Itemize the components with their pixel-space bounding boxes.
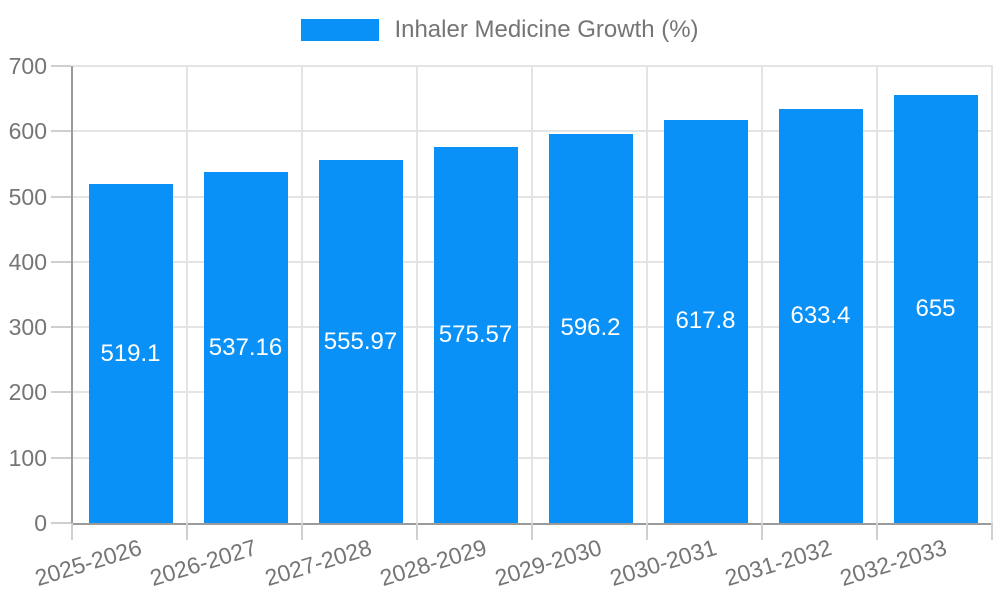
x-axis-label: 2027-2028: [261, 534, 375, 592]
gridline-horizontal: [73, 456, 993, 459]
gridline-vertical: [876, 66, 878, 523]
y-axis-tick: [51, 260, 71, 263]
gridline-vertical: [761, 66, 763, 523]
bar-value-label: 519.1: [100, 339, 161, 367]
gridline-vertical: [416, 66, 418, 523]
bar-value-label: 575.57: [438, 321, 513, 349]
bar-value-label: 555.97: [323, 327, 398, 355]
x-axis-label: 2029-2030: [491, 534, 605, 592]
bar-value-label: 633.4: [790, 302, 851, 330]
y-axis-line: [71, 66, 73, 523]
gridline-horizontal: [73, 326, 993, 329]
bar[interactable]: 575.57: [433, 147, 518, 523]
plot-area: 519.1 537.16 555.97 575.57 596.2 617.8 633.4 65…: [71, 65, 993, 525]
x-axis-label: 2030-2031: [606, 534, 720, 592]
x-axis-tick: [876, 523, 878, 540]
x-axis-tick: [531, 523, 533, 540]
bar[interactable]: 555.97: [318, 160, 403, 523]
y-axis-label: 0: [34, 510, 47, 536]
y-axis-tick: [51, 391, 71, 394]
y-axis-label: 200: [8, 379, 47, 406]
bar[interactable]: 596.2: [548, 133, 633, 523]
x-axis-label: 2032-2033: [836, 534, 950, 592]
gridline-horizontal: [73, 391, 993, 394]
y-axis-tick: [51, 65, 71, 67]
chart-legend[interactable]: Inhaler Medicine Growth (%): [0, 16, 1000, 44]
gridline-vertical: [301, 66, 303, 523]
legend-swatch: [301, 19, 380, 41]
y-axis-label: 700: [8, 53, 47, 79]
x-axis-tick: [186, 523, 188, 540]
y-axis-label: 600: [8, 118, 47, 145]
x-axis-label: 2031-2032: [721, 534, 835, 592]
y-axis-tick: [51, 130, 71, 133]
y-axis-label: 400: [8, 248, 47, 275]
x-axis-label: 2025-2026: [31, 534, 145, 592]
gridline-horizontal: [73, 260, 993, 263]
y-axis-label: 100: [8, 444, 47, 471]
x-axis-label: 2026-2027: [146, 534, 260, 592]
gridline-vertical: [991, 66, 993, 523]
gridline-vertical: [186, 66, 188, 523]
y-axis-tick: [51, 326, 71, 329]
y-axis-tick: [51, 522, 71, 524]
y-axis-tick: [51, 195, 71, 198]
gridline-horizontal: [73, 65, 993, 67]
legend-label: Inhaler Medicine Growth (%): [394, 16, 699, 43]
x-axis-tick: [301, 523, 303, 540]
x-axis-tick: [71, 523, 73, 540]
x-axis-tick: [761, 523, 763, 540]
x-axis-tick: [991, 523, 993, 540]
y-axis-label: 300: [8, 314, 47, 341]
bar-value-label: 596.2: [560, 314, 621, 342]
gridline-vertical: [531, 66, 533, 523]
bar[interactable]: 655: [893, 95, 978, 523]
bar-value-label: 617.8: [675, 307, 736, 335]
x-axis-tick: [416, 523, 418, 540]
bar[interactable]: 617.8: [663, 119, 748, 523]
gridline-vertical: [646, 66, 648, 523]
gridline-horizontal: [73, 195, 993, 198]
bar-value-label: 655: [915, 295, 956, 323]
bar[interactable]: 519.1: [88, 184, 173, 523]
bar[interactable]: 537.16: [203, 172, 288, 523]
x-axis-label: 2028-2029: [376, 534, 490, 592]
bar-value-label: 537.16: [208, 333, 283, 361]
x-axis-tick: [646, 523, 648, 540]
y-axis-tick: [51, 456, 71, 459]
gridline-horizontal: [73, 130, 993, 133]
y-axis-label: 500: [8, 183, 47, 210]
bar[interactable]: 633.4: [778, 109, 863, 523]
